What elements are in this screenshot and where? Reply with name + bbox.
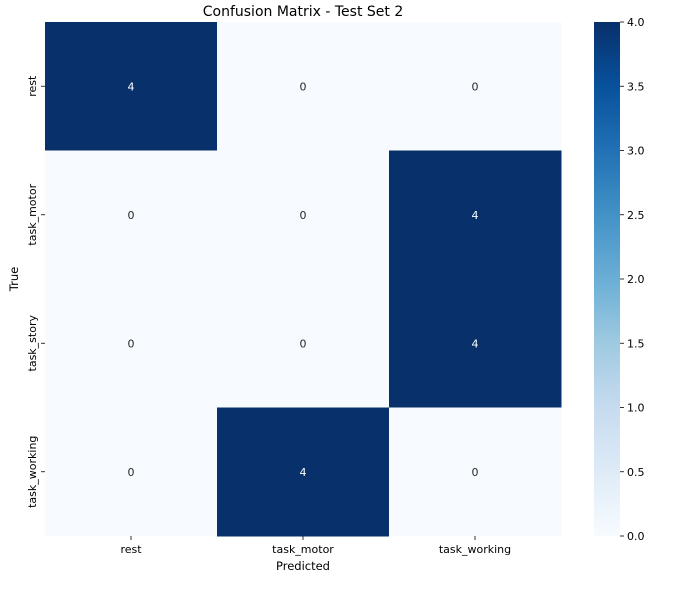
heatmap-cell-task_motor-rest — [45, 150, 218, 280]
colorbar-tick-label: 3.0 — [627, 145, 645, 158]
chart-title: Confusion Matrix - Test Set 2 — [203, 4, 403, 20]
y-axis-ticks: rest task_motor task_story task_working — [26, 75, 45, 508]
colorbar-ticks: 0.0 0.5 1.0 1.5 2.0 2.5 3.0 3.5 4.0 — [620, 16, 645, 543]
colorbar-tick-label: 3.5 — [627, 80, 645, 93]
cell-value-label: 0 — [472, 466, 479, 479]
colorbar — [594, 22, 620, 536]
y-tick-label: rest — [26, 75, 39, 97]
colorbar-tick-label: 0.5 — [627, 466, 645, 479]
cell-value-label: 4 — [128, 80, 135, 93]
heatmap-cells — [45, 22, 562, 537]
x-tick-label: task_motor — [272, 543, 334, 556]
x-axis-ticks: rest task_motor task_working — [120, 536, 511, 556]
cell-value-label: 0 — [472, 80, 479, 93]
heatmap-cell-task_story-task_working — [389, 279, 562, 408]
cell-value-label: 4 — [472, 337, 479, 350]
cell-value-label: 4 — [300, 466, 307, 479]
heatmap-cell-task_working-task_motor — [217, 407, 390, 537]
y-tick-label: task_story — [26, 315, 39, 372]
y-tick-label: task_working — [26, 436, 39, 508]
x-tick-label: rest — [120, 543, 142, 556]
colorbar-tick-label: 1.5 — [627, 337, 645, 350]
heatmap-cell-rest-task_working — [389, 22, 562, 151]
cell-value-label: 0 — [300, 209, 307, 222]
y-tick-label: task_motor — [26, 183, 39, 245]
heatmap-cell-task_working-rest — [45, 407, 218, 537]
cell-value-label: 0 — [128, 337, 135, 350]
cell-value-label: 0 — [300, 80, 307, 93]
x-tick-label: task_working — [439, 543, 511, 556]
heatmap-cell-task_motor-task_working — [389, 150, 562, 280]
heatmap-cell-rest-rest — [45, 22, 218, 151]
cell-value-label: 0 — [300, 337, 307, 350]
colorbar-tick-label: 0.0 — [627, 530, 645, 543]
heatmap-cell-task_story-task_motor — [217, 279, 390, 408]
cell-value-label: 4 — [472, 209, 479, 222]
heatmap-cell-rest-task_motor — [217, 22, 390, 151]
cell-value-label: 0 — [128, 466, 135, 479]
heatmap-cell-task_working-task_working — [389, 407, 562, 537]
colorbar-tick-label: 1.0 — [627, 402, 645, 415]
cell-value-label: 0 — [128, 209, 135, 222]
cell-value-labels: 4 0 0 0 0 4 0 0 4 0 4 0 — [128, 80, 479, 479]
colorbar-tick-label: 2.5 — [627, 209, 645, 222]
colorbar-tick-label: 2.0 — [627, 273, 645, 286]
heatmap-cell-task_motor-task_motor — [217, 150, 390, 280]
x-axis-label: Predicted — [276, 559, 330, 573]
colorbar-tick-label: 4.0 — [627, 16, 645, 29]
y-axis-label: True — [7, 267, 21, 292]
heatmap-cell-task_story-rest — [45, 279, 218, 408]
